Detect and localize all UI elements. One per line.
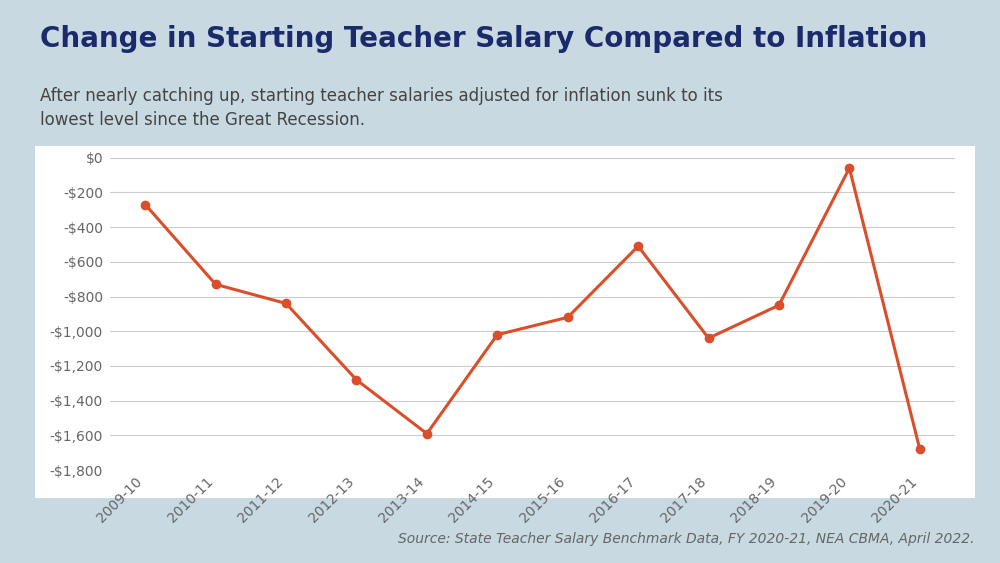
Text: Change in Starting Teacher Salary Compared to Inflation: Change in Starting Teacher Salary Compar… (40, 25, 927, 53)
Text: After nearly catching up, starting teacher salaries adjusted for inflation sunk : After nearly catching up, starting teach… (40, 87, 723, 129)
Text: Source: State Teacher Salary Benchmark Data, FY 2020-21, NEA CBMA, April 2022.: Source: State Teacher Salary Benchmark D… (398, 532, 975, 546)
